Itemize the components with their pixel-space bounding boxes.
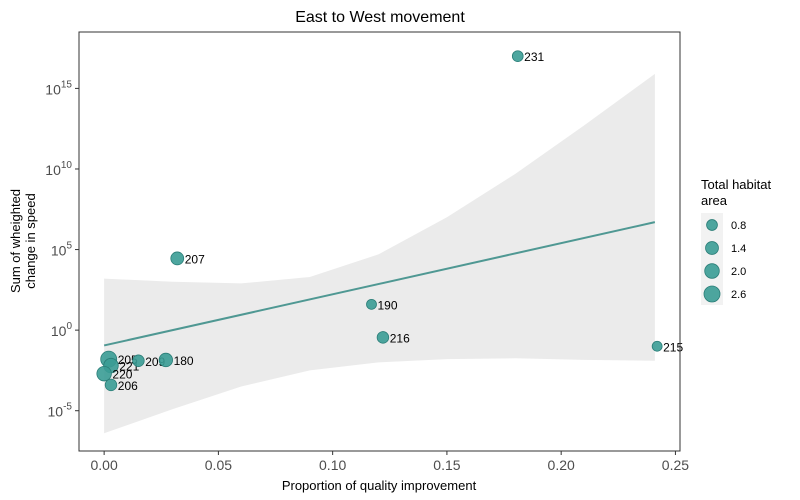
x-tick-label: 0.05: [205, 457, 232, 473]
data-point-label: 190: [377, 298, 397, 312]
legend-key-label: 2.6: [731, 289, 746, 301]
data-point-label: 216: [390, 331, 410, 345]
data-point-label: 180: [174, 354, 194, 368]
data-point: [132, 354, 145, 367]
data-point-label: 215: [663, 340, 683, 354]
x-tick-label: 0.00: [91, 457, 118, 473]
x-tick-label: 0.15: [433, 457, 460, 473]
data-point: [651, 340, 663, 352]
y-tick-label: 10-5: [48, 402, 73, 420]
y-axis-title-line-2: change in speed: [23, 193, 38, 288]
confidence-band: [104, 73, 655, 434]
y-tick-label: 100: [51, 321, 73, 339]
data-point: [96, 365, 112, 382]
data-point: [511, 50, 524, 62]
data-point: [376, 331, 390, 344]
y-tick-label: 1015: [45, 79, 72, 97]
panel-border: [78, 31, 681, 452]
data-point: [158, 352, 173, 368]
legend-key-label: 0.8: [731, 220, 746, 232]
data-point: [366, 298, 377, 310]
x-axis-title: Proportion of quality improvement: [282, 478, 477, 493]
legend-key-circle: [705, 241, 719, 255]
y-tick-label: 105: [51, 241, 73, 259]
legend-title-line-2: area: [701, 193, 728, 208]
trend-line: [103, 221, 656, 347]
data-point: [170, 251, 185, 266]
x-tick-label: 0.20: [548, 457, 575, 473]
chart-title: East to West movement: [295, 9, 465, 26]
data-point: [104, 378, 118, 392]
legend: Total habitat area 0.8 1.4 2.0 2.6: [701, 177, 771, 305]
legend-title-line-1: Total habitat: [701, 177, 771, 192]
data-point-label: 220: [112, 368, 132, 382]
x-tick-label: 0.10: [319, 457, 346, 473]
x-tick-label: 0.25: [662, 457, 689, 473]
legend-key-circle: [706, 219, 718, 231]
data-point-label: 207: [185, 252, 205, 266]
data-point-label: 206: [118, 379, 138, 393]
legend-key-label: 1.4: [731, 243, 746, 255]
legend-key-background: [701, 213, 723, 305]
legend-key-circle: [703, 285, 721, 303]
legend-key-circle: [704, 263, 720, 279]
y-axis-title-line-1: Sum of wheighted: [8, 189, 23, 293]
legend-key-label: 2.0: [731, 266, 746, 278]
data-point-label: 231: [524, 50, 544, 64]
y-tick-label: 1010: [45, 160, 72, 178]
